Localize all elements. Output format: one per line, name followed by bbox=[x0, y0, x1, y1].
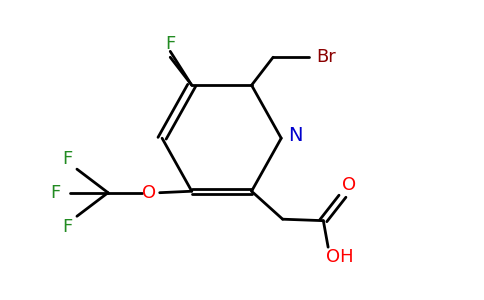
Text: F: F bbox=[62, 150, 73, 168]
Text: F: F bbox=[62, 218, 73, 236]
Text: O: O bbox=[142, 184, 156, 202]
Text: OH: OH bbox=[326, 248, 354, 266]
Text: O: O bbox=[342, 176, 356, 194]
Text: Br: Br bbox=[316, 48, 335, 66]
Text: F: F bbox=[165, 35, 175, 53]
Text: F: F bbox=[50, 184, 60, 202]
Text: N: N bbox=[288, 126, 303, 145]
